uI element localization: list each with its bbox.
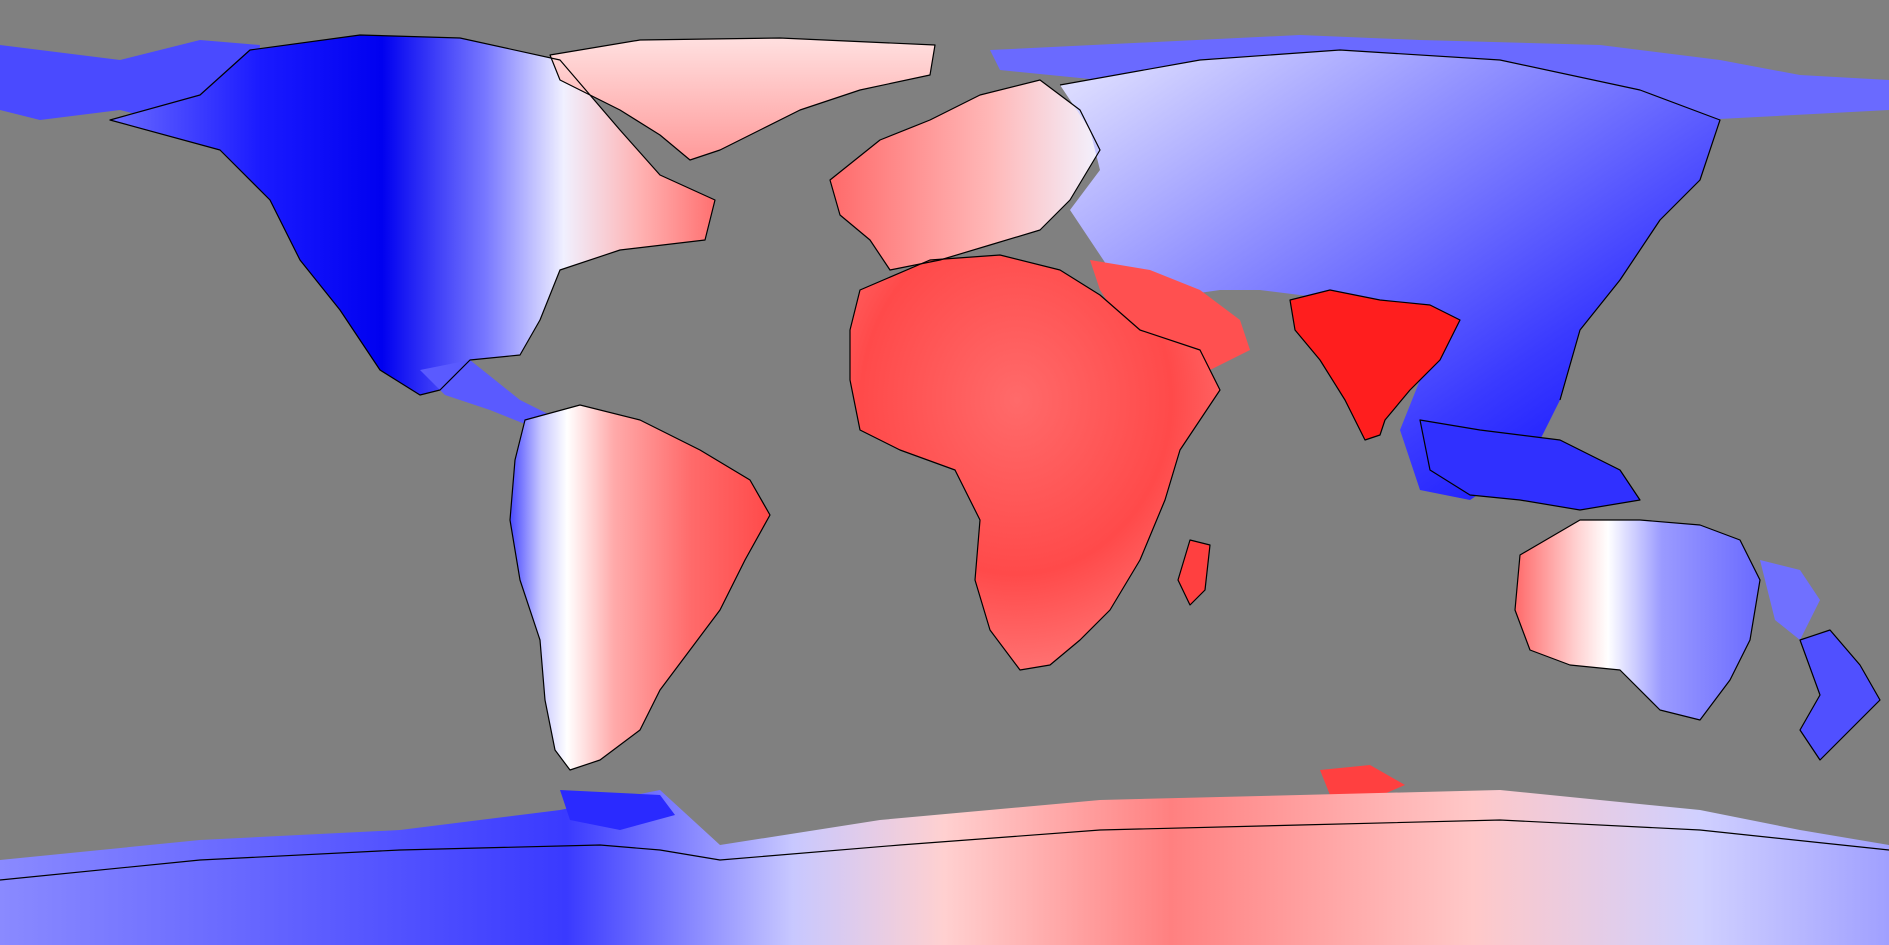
region-new-zealand [1800, 630, 1880, 760]
region-antarctica [0, 790, 1889, 945]
region-ross-patch [1320, 765, 1405, 800]
region-patagonia-tip [560, 790, 675, 830]
region-africa [850, 255, 1220, 670]
region-melanesia [1760, 560, 1820, 640]
region-central-america [420, 360, 560, 430]
region-india [1290, 290, 1460, 440]
region-north-america [110, 35, 715, 395]
region-europe [830, 80, 1100, 270]
region-south-america [510, 405, 770, 770]
region-australia [1515, 520, 1760, 720]
region-southeast-asia [1420, 420, 1640, 510]
region-greenland [550, 38, 935, 160]
coastlines [0, 34, 1889, 881]
region-arabia [1090, 260, 1250, 370]
region-asia [1060, 50, 1720, 500]
region-madagascar [1178, 540, 1210, 605]
